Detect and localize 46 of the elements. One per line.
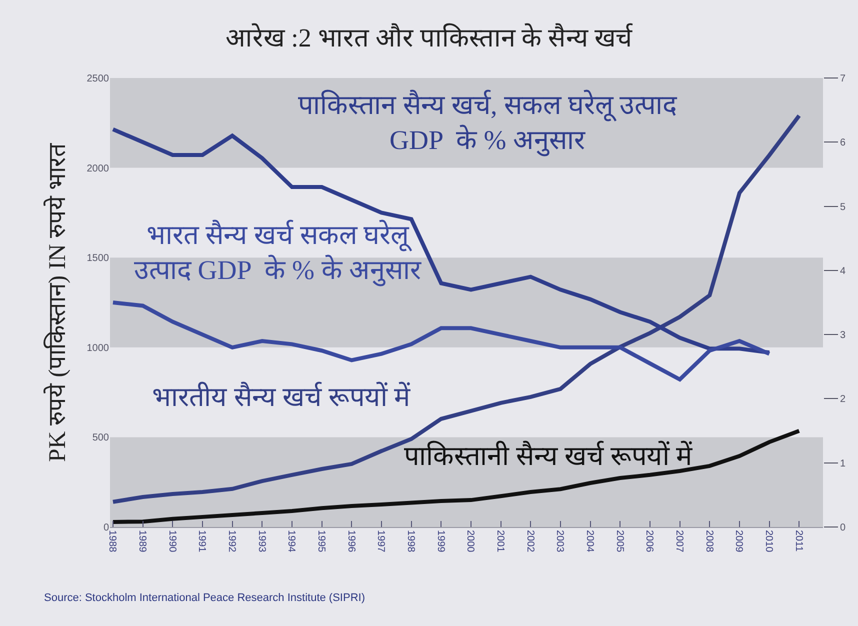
y2-tick-label: 6 [840,138,846,149]
x-tick-label: 2007 [674,530,685,553]
y2-tick-label: 5 [840,202,846,213]
x-tick-label: 1990 [166,530,178,553]
y-tick-label: 2500 [86,74,110,84]
x-tick-label: 1993 [256,530,267,553]
x-tick-label: 1988 [106,530,118,553]
y-tick-label: 1500 [86,253,110,264]
x-tick-label: 2009 [733,530,744,553]
series-label: पाकिस्तान सैन्य खर्च, सकल घरेलू उत्पाद GDP के % अनुसार [298,89,678,158]
series-label: भारत सैन्य खर्च सकल घरेलू उत्पाद GDP के % के अनुसार [134,219,422,288]
x-tick-label: 1995 [316,530,327,553]
y-axis-title: PK रुपये (पाकिस्तान) IN रुपये भारत [42,142,71,462]
series-label: पाकिस्तानी सैन्य खर्च रूपयों में [404,440,693,471]
x-tick-label: 2006 [644,530,655,553]
x-tick-label: 2005 [614,530,625,553]
x-tick-label: 2002 [524,530,536,553]
y-tick-label: 0 [103,522,110,534]
x-tick-label: 1989 [136,530,148,553]
x-tick-label: 1998 [405,530,416,553]
x-tick-label: 1997 [375,530,386,553]
x-tick-label: 2004 [584,530,596,553]
x-tick-label: 1994 [286,530,297,553]
y2-tick-label: 2 [840,394,846,406]
series-label: भारतीय सैन्य खर्च रूपयों में [152,381,411,412]
x-tick-label: 2008 [703,530,714,553]
y2-tick-label: 1 [840,458,846,470]
y2-tick-label: 4 [840,266,846,277]
x-tick-label: 1999 [434,530,446,553]
y2-tick-label: 3 [840,330,846,342]
x-tick-label: 2010 [763,530,774,553]
x-tick-label: 1992 [226,530,238,553]
y-tick-label: 1000 [86,342,110,354]
x-tick-label: 2000 [464,530,476,553]
source-note: Source: Stockholm International Peace Research Institute (SIPRI) [44,592,365,604]
line-series [110,300,772,382]
y-tick-label: 500 [92,432,110,444]
chart-title: आरेख :2 भारत और पाकिस्तान के सैन्य खर्च [226,22,634,52]
y-tick-label: 2000 [86,163,110,174]
x-tick-label: 2003 [554,530,566,553]
x-tick-label: 1996 [345,530,356,553]
y2-tick-label: 0 [840,522,846,534]
x-tick-label: 2001 [494,530,506,553]
y2-tick-label: 7 [840,74,846,84]
x-tick-label: 1991 [196,530,208,553]
x-tick-label: 2011 [792,530,804,552]
